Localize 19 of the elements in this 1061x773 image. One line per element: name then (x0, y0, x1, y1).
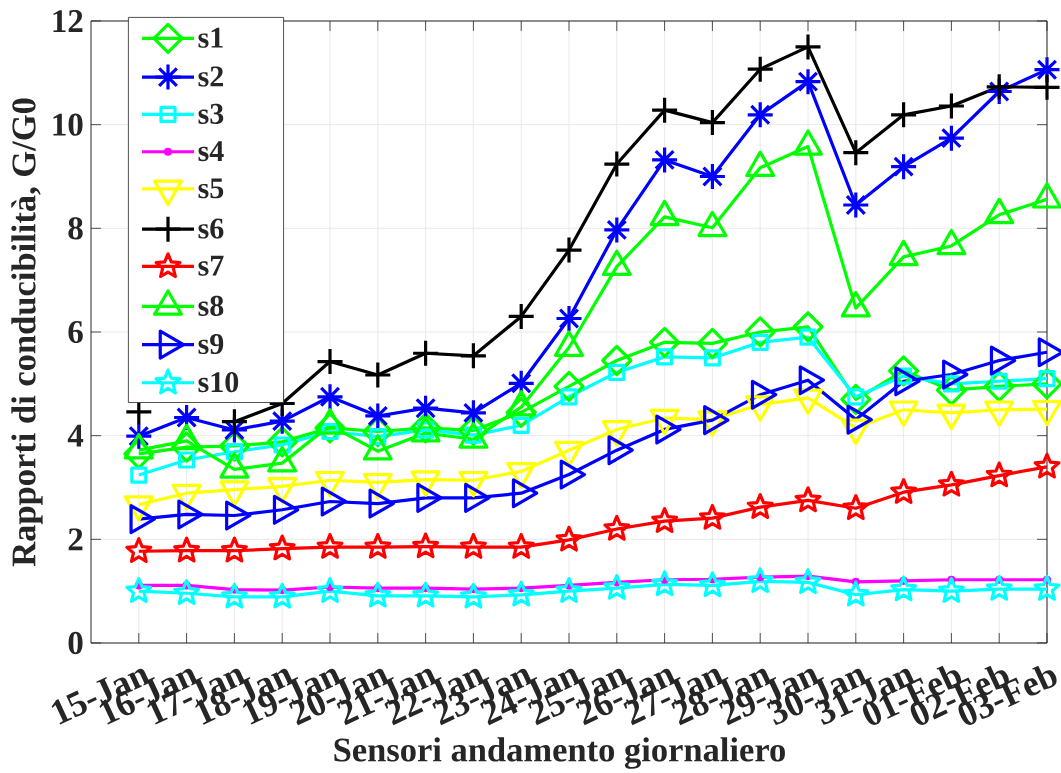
x-axis-title: Sensori andamento giornaliero (334, 737, 785, 769)
legend-label: s8 (198, 295, 224, 316)
y-tick-label: 2 (68, 528, 83, 551)
y-tick-label: 8 (68, 217, 83, 240)
legend-label: s6 (198, 218, 224, 239)
y-tick-label: 10 (53, 113, 83, 136)
y-tick-label: 12 (53, 10, 83, 32)
y-axis-title: Rapporti di conducibilità, G/G0 (11, 98, 43, 567)
legend-label: s4 (198, 141, 224, 162)
legend-label: s7 (198, 255, 224, 276)
legend-label: s5 (198, 178, 224, 199)
legend-label: s3 (198, 103, 224, 124)
y-tick-label: 0 (68, 631, 83, 655)
y-tick-label: 6 (68, 320, 83, 344)
legend-label: s9 (198, 333, 224, 355)
legend-label: s10 (198, 372, 239, 393)
y-tick-label: 4 (67, 424, 84, 447)
legend-label: s2 (198, 66, 223, 87)
legend-label: s1 (198, 27, 223, 48)
